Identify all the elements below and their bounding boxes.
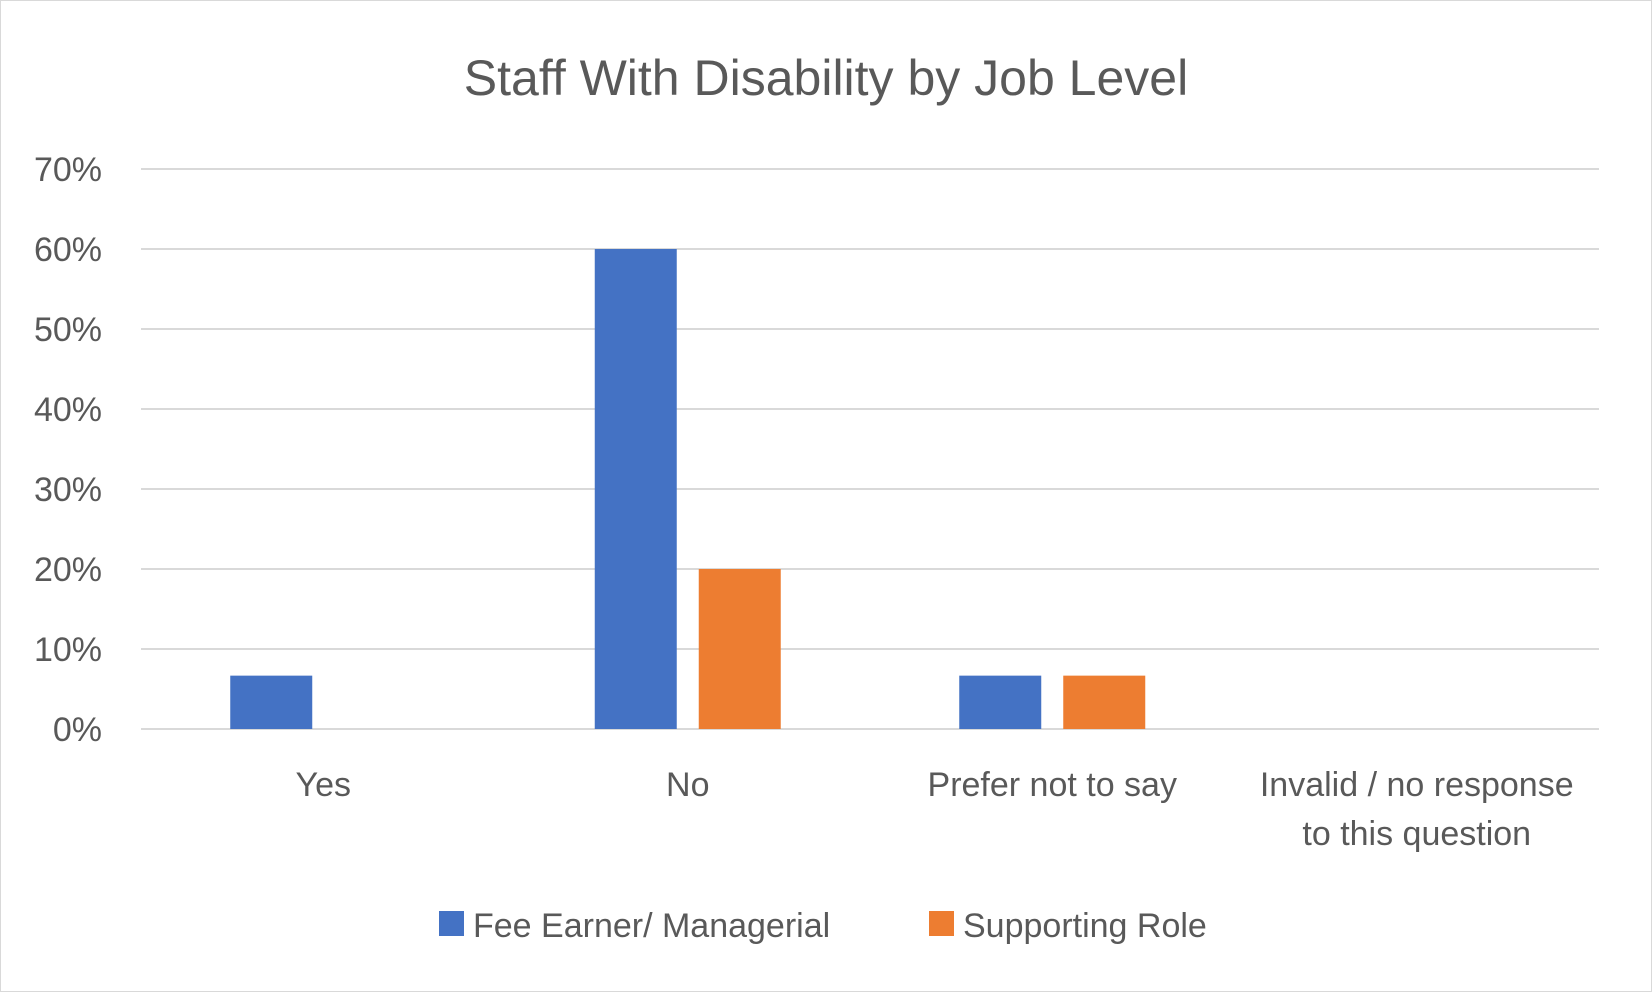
x-tick-label: Invalid / no response <box>1260 766 1574 804</box>
legend-swatch <box>439 911 464 936</box>
chart-title: Staff With Disability by Job Level <box>464 50 1188 106</box>
x-tick-label: No <box>666 766 709 804</box>
bar-supporting-role-2 <box>1063 675 1146 729</box>
x-axis-ticks: Yes No Prefer not to say Invalid / no respo… <box>296 766 1574 853</box>
bar-fee-earner-managerial-2 <box>959 675 1042 729</box>
x-tick-label: Yes <box>296 766 351 804</box>
y-tick-label: 50% <box>34 311 102 349</box>
x-tick-label: to this question <box>1302 815 1531 853</box>
legend-label: Supporting Role <box>963 907 1207 945</box>
y-tick-label: 40% <box>34 391 102 429</box>
legend-item: Fee Earner/ Managerial <box>439 907 830 945</box>
bar-fee-earner-managerial-0 <box>230 675 313 729</box>
legend-swatch <box>929 911 954 936</box>
bar-fee-earner-managerial-1 <box>594 249 677 729</box>
y-tick-label: 30% <box>34 471 102 509</box>
y-tick-label: 20% <box>34 551 102 589</box>
bars <box>230 249 1146 729</box>
legend-item: Supporting Role <box>929 907 1207 945</box>
gridlines <box>141 168 1599 730</box>
legend: Fee Earner/ Managerial Supporting Role <box>439 907 1207 945</box>
y-tick-label: 0% <box>53 711 102 749</box>
legend-label: Fee Earner/ Managerial <box>473 907 830 945</box>
y-tick-label: 70% <box>34 151 102 189</box>
y-axis-ticks: 0% 10% 20% 30% 40% 50% 60% 70% <box>34 151 102 749</box>
y-tick-label: 10% <box>34 631 102 669</box>
bar-supporting-role-1 <box>698 569 781 729</box>
x-tick-label: Prefer not to say <box>928 766 1177 804</box>
y-tick-label: 60% <box>34 231 102 269</box>
